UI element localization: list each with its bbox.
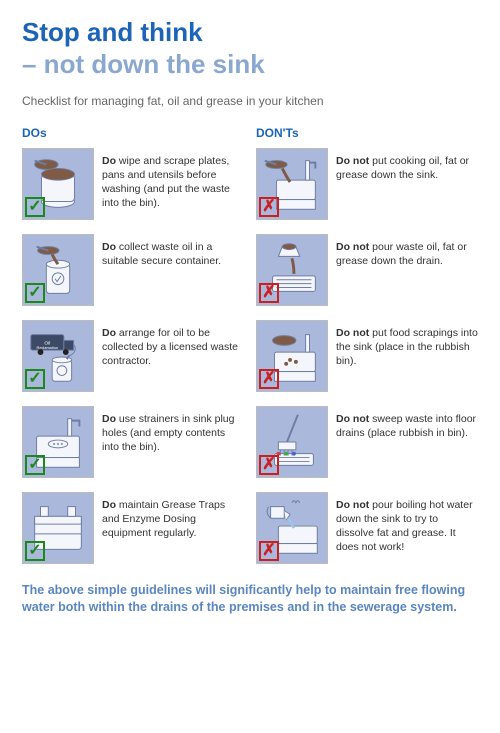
tick-badge-icon: ✓ xyxy=(25,283,45,303)
list-item: ✓ Do maintain Grease Traps and Enzyme Dos… xyxy=(22,492,244,564)
tick-badge-icon: ✓ xyxy=(25,197,45,217)
item-text: Do collect waste oil in a suitable secur… xyxy=(102,234,244,268)
item-text: Do maintain Grease Traps and Enzyme Dosi… xyxy=(102,492,244,541)
scrape-sink-icon: ✗ xyxy=(256,320,328,392)
cross-badge-icon: ✗ xyxy=(259,455,279,475)
list-item: ✗ Do not put cooking oil, fat or grease d… xyxy=(256,148,478,220)
item-rest: wipe and scrape plates, pans and utensil… xyxy=(102,155,230,210)
bin-scrape-icon: ✓ xyxy=(22,148,94,220)
item-text: Do not put food scrapings into the sink … xyxy=(336,320,478,369)
item-bold: Do not xyxy=(336,155,369,167)
item-text: Do not put cooking oil, fat or grease do… xyxy=(336,148,478,182)
pour-sink-icon: ✗ xyxy=(256,148,328,220)
tick-badge-icon: ✓ xyxy=(25,541,45,561)
grease-trap-icon: ✓ xyxy=(22,492,94,564)
item-text: Do arrange for oil to be collected by a … xyxy=(102,320,244,369)
item-rest: maintain Grease Traps and Enzyme Dosing … xyxy=(102,499,225,539)
item-rest: use strainers in sink plug holes (and em… xyxy=(102,413,234,453)
sink-strainer-icon: ✓ xyxy=(22,406,94,478)
pour-drain-icon: ✗ xyxy=(256,234,328,306)
kettle-sink-icon: ✗ xyxy=(256,492,328,564)
donts-list: ✗ Do not put cooking oil, fat or grease d… xyxy=(256,148,478,564)
item-text: Do not pour boiling hot water down the s… xyxy=(336,492,478,555)
oil-truck-icon: OilReclamation✓ xyxy=(22,320,94,392)
item-text: Do wipe and scrape plates, pans and uten… xyxy=(102,148,244,211)
list-item: ✗ Do not pour boiling hot water down the … xyxy=(256,492,478,564)
item-text: Do not pour waste oil, fat or grease dow… xyxy=(336,234,478,268)
item-bold: Do not xyxy=(336,327,369,339)
intro-text: Checklist for managing fat, oil and grea… xyxy=(22,94,478,108)
item-bold: Do not xyxy=(336,499,369,511)
cross-badge-icon: ✗ xyxy=(259,541,279,561)
list-item: OilReclamation✓Do arrange for oil to be … xyxy=(22,320,244,392)
donts-column: DON'Ts ✗ Do not put cooking oil, fat or g… xyxy=(256,126,478,578)
cross-badge-icon: ✗ xyxy=(259,197,279,217)
page-title: Stop and think xyxy=(22,18,478,48)
item-bold: Do xyxy=(102,413,116,425)
item-text: Do use strainers in sink plug holes (and… xyxy=(102,406,244,455)
list-item: ✓ Do collect waste oil in a suitable secu… xyxy=(22,234,244,306)
donts-header: DON'Ts xyxy=(256,126,478,140)
list-item: ✓ Do use strainers in sink plug holes (an… xyxy=(22,406,244,478)
item-text: Do not sweep waste into floor drains (pl… xyxy=(336,406,478,440)
item-bold: Do xyxy=(102,155,116,167)
item-bold: Do not xyxy=(336,413,369,425)
columns: DOs ✓ Do wipe and scrape plates, pans and… xyxy=(22,126,478,578)
dos-column: DOs ✓ Do wipe and scrape plates, pans and… xyxy=(22,126,244,578)
item-bold: Do xyxy=(102,241,116,253)
oil-container-icon: ✓ xyxy=(22,234,94,306)
cross-badge-icon: ✗ xyxy=(259,283,279,303)
item-bold: Do xyxy=(102,499,116,511)
list-item: ✗ Do not pour waste oil, fat or grease do… xyxy=(256,234,478,306)
tick-badge-icon: ✓ xyxy=(25,455,45,475)
item-rest: arrange for oil to be collected by a lic… xyxy=(102,327,238,367)
page-subtitle: – not down the sink xyxy=(22,50,478,80)
cross-badge-icon: ✗ xyxy=(259,369,279,389)
list-item: ✗ Do not sweep waste into floor drains (p… xyxy=(256,406,478,478)
item-bold: Do xyxy=(102,327,116,339)
list-item: ✗ Do not put food scrapings into the sink… xyxy=(256,320,478,392)
sweep-drain-icon: ✗ xyxy=(256,406,328,478)
dos-list: ✓ Do wipe and scrape plates, pans and ute… xyxy=(22,148,244,564)
dos-header: DOs xyxy=(22,126,244,140)
item-rest: collect waste oil in a suitable secure c… xyxy=(102,241,221,267)
svg-text:Reclamation: Reclamation xyxy=(37,345,59,350)
footer-text: The above simple guidelines will signifi… xyxy=(22,582,478,616)
item-bold: Do not xyxy=(336,241,369,253)
tick-badge-icon: ✓ xyxy=(25,369,45,389)
list-item: ✓ Do wipe and scrape plates, pans and ute… xyxy=(22,148,244,220)
